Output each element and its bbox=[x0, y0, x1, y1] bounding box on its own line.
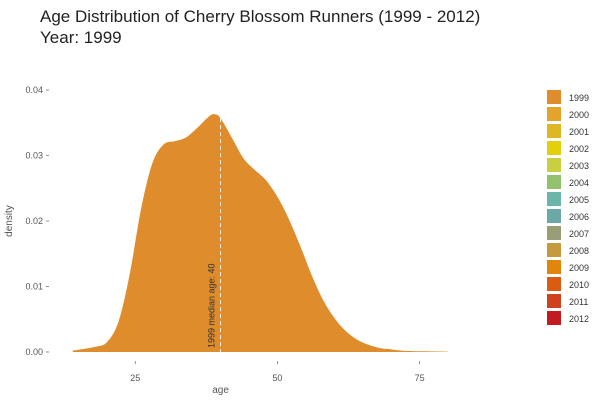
legend: 1999 2000 2001 2002 2003 2004 2005 2006 2007 2008… bbox=[547, 90, 589, 325]
chart-subtitle: Year: 1999 bbox=[40, 28, 122, 47]
x-tick-label: 75 bbox=[415, 373, 425, 383]
legend-label: 2010 bbox=[569, 280, 589, 290]
y-axis-title: density bbox=[4, 205, 15, 237]
legend-swatch bbox=[547, 175, 561, 189]
legend-swatch bbox=[547, 243, 561, 257]
y-tick-label: 0.04 bbox=[25, 85, 43, 95]
y-tick-label: 0.03 bbox=[25, 151, 43, 161]
legend-label: 2008 bbox=[569, 246, 589, 256]
legend-swatch bbox=[547, 260, 561, 274]
x-tick-label: 50 bbox=[272, 373, 282, 383]
legend-label: 2012 bbox=[569, 314, 589, 324]
y-tick-label: 0.01 bbox=[25, 282, 43, 292]
x-axis: 25 50 75 bbox=[130, 361, 425, 383]
chart-title-block: Age Distribution of Cherry Blossom Runne… bbox=[40, 6, 480, 48]
legend-label: 2009 bbox=[569, 263, 589, 273]
legend-label: 2007 bbox=[569, 229, 589, 239]
legend-label: 2006 bbox=[569, 212, 589, 222]
x-tick-label: 25 bbox=[130, 373, 140, 383]
legend-label: 2003 bbox=[569, 161, 589, 171]
legend-swatch bbox=[547, 107, 561, 121]
x-axis-title: age bbox=[212, 385, 229, 396]
legend-label: 2011 bbox=[569, 297, 588, 307]
median-label: 1999 median age: 40 bbox=[207, 263, 217, 348]
legend-swatch bbox=[547, 158, 561, 172]
legend-swatch bbox=[547, 311, 561, 325]
y-axis: 0.00 0.01 0.02 0.03 0.04 bbox=[25, 85, 49, 357]
legend-label: 1999 bbox=[569, 93, 589, 103]
legend-swatch bbox=[547, 124, 561, 138]
legend-swatch bbox=[547, 294, 561, 308]
legend-swatch bbox=[547, 226, 561, 240]
y-tick-label: 0.00 bbox=[25, 347, 43, 357]
legend-swatch bbox=[547, 192, 561, 206]
legend-label: 2005 bbox=[569, 195, 589, 205]
chart-title: Age Distribution of Cherry Blossom Runne… bbox=[40, 7, 481, 26]
legend-label: 2004 bbox=[569, 178, 589, 188]
y-tick-label: 0.02 bbox=[25, 216, 43, 226]
legend-swatch bbox=[547, 277, 561, 291]
legend-label: 2002 bbox=[569, 144, 589, 154]
legend-swatch bbox=[547, 209, 561, 223]
legend-label: 2000 bbox=[569, 110, 589, 120]
legend-swatch bbox=[547, 90, 561, 104]
legend-swatch bbox=[547, 141, 561, 155]
legend-label: 2001 bbox=[569, 127, 589, 137]
density-area-1999 bbox=[72, 114, 448, 352]
